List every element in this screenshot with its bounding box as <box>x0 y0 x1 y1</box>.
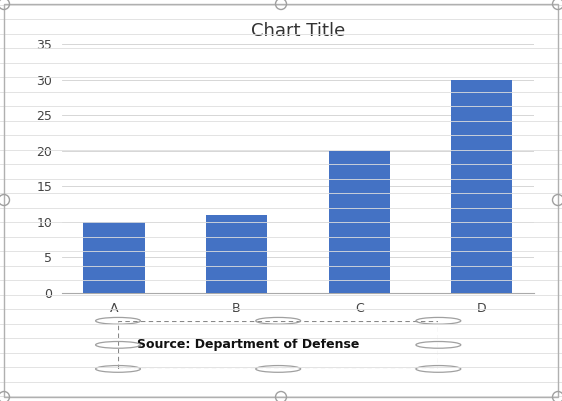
Text: Source: Department of Defense: Source: Department of Defense <box>137 338 360 351</box>
FancyBboxPatch shape <box>118 321 438 369</box>
Title: Chart Title: Chart Title <box>251 22 345 40</box>
Bar <box>206 215 267 293</box>
Bar <box>83 222 144 293</box>
Bar <box>451 80 513 293</box>
Bar <box>329 151 390 293</box>
